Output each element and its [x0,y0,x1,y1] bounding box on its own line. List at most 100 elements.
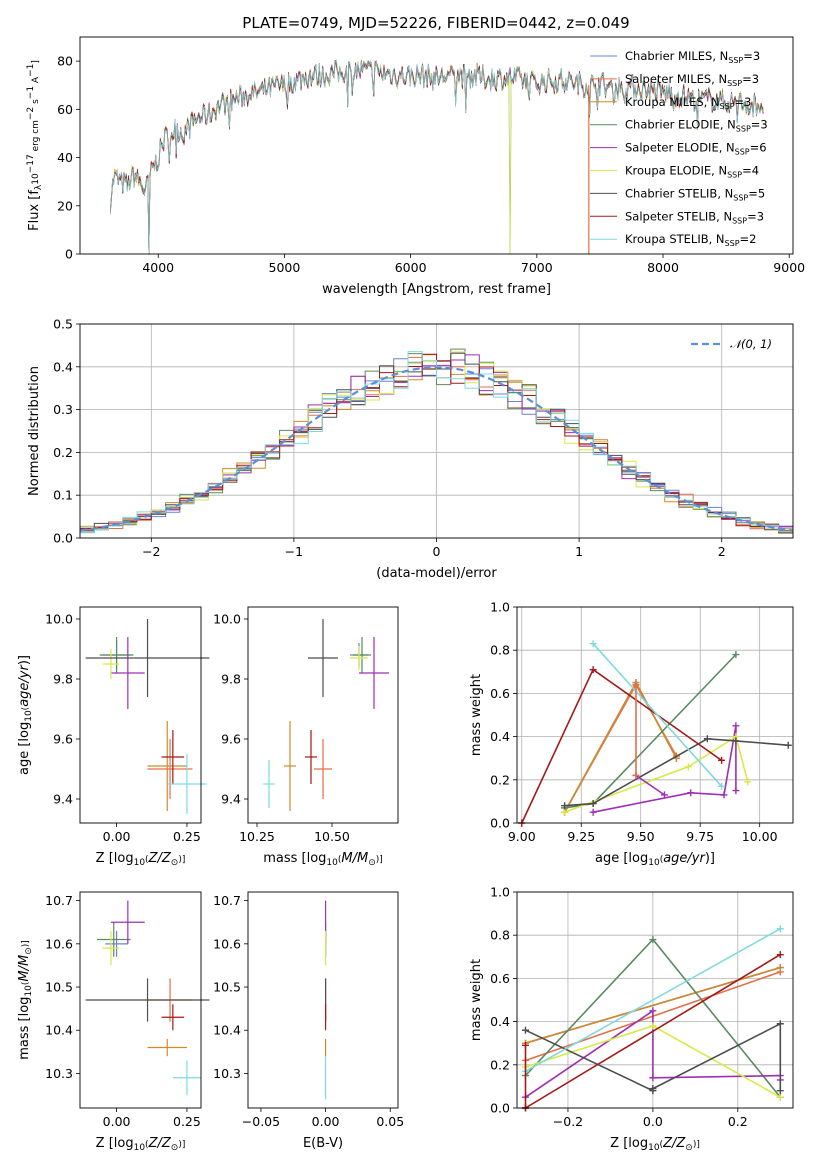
y-tick-label: 10.6 [213,936,241,951]
weight-marker [521,1041,529,1049]
weight-marker [687,789,695,797]
x-axis-label: E(B-V) [303,1136,343,1151]
x-tick-label: 10.25 [239,829,275,844]
y-tick-label: 0.8 [490,643,510,658]
spectrum-axes: 4000 5000 6000 7000 8000 9000 0 20 40 60 80 wavelen… [26,36,805,297]
weight-marker [649,936,657,944]
weight-series-7 [525,953,781,1109]
weight-marker [632,681,640,689]
y-tick-label: 10.0 [45,612,73,627]
spectrum-series-8 [109,58,764,255]
y-tick-label: 10.5 [45,980,73,995]
plot-frame [79,323,794,539]
y-tick-label: 10.5 [213,980,241,995]
y-tick-label: 0.4 [490,729,510,744]
y-tick-label: 1.0 [490,885,510,900]
x-tick-label: 10.50 [314,829,350,844]
y-tick-label: 40 [57,150,73,165]
x-tick-label: 10.00 [742,829,778,844]
y-tick-label: 10.4 [213,1023,241,1038]
x-tick-label: 0.05 [376,1114,404,1129]
weight-marker [718,782,726,790]
y-tick-label: 0.2 [490,1057,510,1072]
x-axis-label: age [log10(age/yr)] [595,851,715,868]
weight-marker [732,722,740,730]
y-tick-label: 10.7 [213,893,241,908]
y-axis-label: mass weight [469,674,484,756]
plot-frame [79,36,794,255]
plot-frame [79,891,202,1109]
weight-marker [661,791,669,799]
y-tick-label: 9.4 [53,792,73,807]
y-tick-label: 0.4 [53,359,73,374]
weight-marker [784,741,792,749]
y-tick-label: 0.2 [490,772,510,787]
plot-frame [516,891,794,1109]
weight-marker [732,651,740,659]
weight-marker [589,640,597,648]
y-tick-label: 9.4 [221,792,241,807]
weight-marker [684,763,692,771]
weight-marker [744,778,752,786]
legend-label: Kroupa STELIB, NSSP=2 [625,232,756,248]
weight-series-8 [525,928,781,1072]
x-tick-label: 7000 [521,260,553,275]
weight-marker [720,791,728,799]
weight-marker [776,951,784,959]
y-tick-label: 9.6 [53,732,73,747]
x-tick-label: 6000 [395,260,427,275]
x-tick-label: 9.00 [508,829,536,844]
y-tick-label: 9.8 [53,672,73,687]
weight-marker [561,802,569,810]
weight-marker [776,925,784,933]
x-tick-label: 0.0 [643,1114,663,1129]
weight-marker [589,808,597,816]
weight-marker [649,1007,657,1015]
y-tick-label: 9.8 [221,672,241,687]
x-tick-label: 1 [575,544,583,559]
y-tick-label: 10.3 [45,1066,73,1081]
x-tick-label: 8000 [647,260,679,275]
y-tick-label: 0.5 [53,317,73,332]
weight-marker [649,1085,657,1093]
y-tick-label: 10.4 [45,1023,73,1038]
legend-label: Chabrier MILES, NSSP=3 [625,49,760,65]
age-vs-Z-axes: 0.00 0.25 9.4 9.6 9.8 10.0 Z [log10(Z/Z⊙)] age … [17,606,210,868]
weight-marker [703,735,711,743]
x-axis-label: Z [log10(Z/Z⊙)] [96,851,186,868]
plot-frame [516,606,794,824]
y-axis-label: age [log10(age/yr)] [17,655,34,775]
y-tick-label: 20 [57,198,73,213]
x-tick-label: 0.25 [173,829,201,844]
x-tick-label: 4000 [142,260,174,275]
x-tick-label: −0.2 [553,1114,583,1129]
legend-label: Salpeter ELODIE, NSSP=6 [625,141,767,157]
x-axis-label: Z [log10(Z/Z⊙)] [96,1136,186,1153]
x-axis-label: wavelength [Angstrom, rest frame] [322,282,551,297]
y-tick-label: 0.2 [53,445,73,460]
weight-marker [776,1087,784,1095]
y-tick-label: 0.6 [490,971,510,986]
x-tick-label: 9.25 [567,829,595,844]
weight-series-5 [564,735,749,813]
spectrum-series-6 [109,59,764,255]
x-tick-label: 0 [433,544,441,559]
plot-frame [247,606,399,824]
spectrum-series-0 [109,60,764,255]
x-tick-label: 0.2 [728,1114,748,1129]
weight-series-7 [521,668,723,824]
weight-marker [632,771,640,779]
legend-label: Salpeter STELIB, NSSP=3 [625,209,764,225]
y-tick-label: 0.0 [53,531,73,546]
x-tick-label: 5000 [269,260,301,275]
weight-vs-Z-axes: −0.2 0.0 0.2 0.0 0.2 0.4 0.6 0.8 1.0 Z [log10(Z/Z… [469,885,794,1153]
weight-marker [561,808,569,816]
spectrum-series-5 [109,59,764,255]
x-tick-label: 0.00 [103,1114,131,1129]
plot-frame [247,891,399,1109]
normal-curve [79,366,794,532]
weight-marker [589,666,597,674]
weight-marker [589,800,597,808]
mass-vs-ebv-axes: −0.05 0.00 0.05 10.3 10.4 10.5 10.6 10.7 E(B-V) [213,891,404,1151]
